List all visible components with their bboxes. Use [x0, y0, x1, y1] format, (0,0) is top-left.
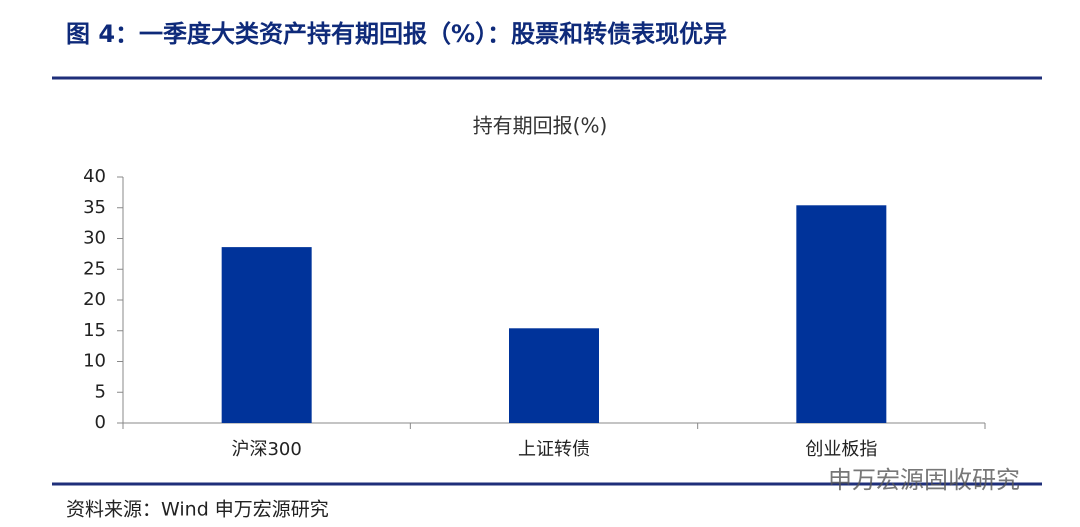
bar — [221, 247, 312, 423]
source-note: 资料来源：Wind 申万宏源研究 — [66, 499, 329, 521]
y-tick-label: 15 — [83, 320, 106, 341]
y-tick-label: 20 — [83, 289, 106, 310]
chart-title: 持有期回报(%) — [473, 114, 608, 138]
y-tick-label: 5 — [95, 381, 106, 402]
x-tick-label: 创业板指 — [805, 439, 877, 460]
watermark: 申万宏源固收研究 — [828, 466, 1020, 494]
y-tick-label: 35 — [83, 197, 106, 218]
y-tick-label: 25 — [83, 258, 106, 279]
y-tick-label: 0 — [95, 412, 106, 433]
y-tick-label: 30 — [83, 228, 106, 249]
figure-title: 图 4：一季度大类资产持有期回报（%）：股票和转债表现优异 — [66, 20, 727, 48]
x-tick-label: 沪深300 — [231, 439, 301, 460]
y-tick-label: 40 — [83, 166, 106, 187]
y-tick-label: 10 — [83, 351, 106, 372]
x-tick-label: 上证转债 — [518, 439, 590, 460]
bar — [796, 205, 887, 423]
bar — [509, 328, 599, 423]
